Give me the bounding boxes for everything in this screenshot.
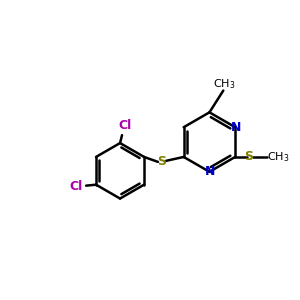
Text: N: N [205, 165, 216, 178]
Text: S: S [244, 150, 253, 164]
Text: S: S [158, 155, 166, 168]
Text: N: N [231, 121, 242, 134]
Text: CH$_3$: CH$_3$ [213, 77, 236, 91]
Text: Cl: Cl [70, 180, 83, 193]
Text: CH$_3$: CH$_3$ [266, 150, 289, 164]
Text: Cl: Cl [118, 119, 132, 132]
